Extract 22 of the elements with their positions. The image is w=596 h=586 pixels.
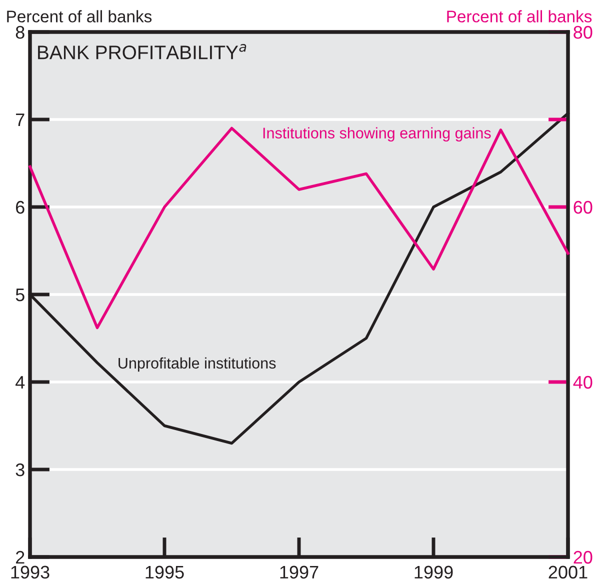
y2-tick-label: 80 (574, 26, 592, 39)
x-tick-label: 1997 (280, 566, 318, 579)
x-tick-label: 1993 (11, 566, 50, 579)
x-tick-label: 1995 (146, 566, 184, 579)
y-tick-label: 6 (16, 200, 24, 214)
y-tick-label: 7 (16, 114, 24, 126)
y2-axis-title: Percent of all banks (447, 10, 592, 22)
y2-tick-label: 40 (573, 376, 592, 389)
y-tick-label: 5 (16, 288, 24, 302)
y-tick-label: 2 (16, 550, 24, 564)
line-series (28, 126, 570, 330)
series-label: Unprofitable institutions (118, 357, 276, 372)
text: BANK PROFITABILITY$^{a}$ (38, 44, 246, 60)
y-tick-label: 8 (16, 26, 24, 39)
series-label: Institutions showing earning gains (263, 127, 491, 142)
y-tick-label: 4 (16, 376, 25, 389)
y-axis-title: Percent of all banks (7, 10, 152, 22)
x-tick-label: 2001 (548, 566, 588, 579)
y-tick-label: 3 (16, 463, 24, 476)
y2-tick-label: 20 (574, 550, 592, 564)
y2-tick-label: 60 (574, 200, 592, 214)
x-tick-label: 1999 (414, 566, 453, 579)
